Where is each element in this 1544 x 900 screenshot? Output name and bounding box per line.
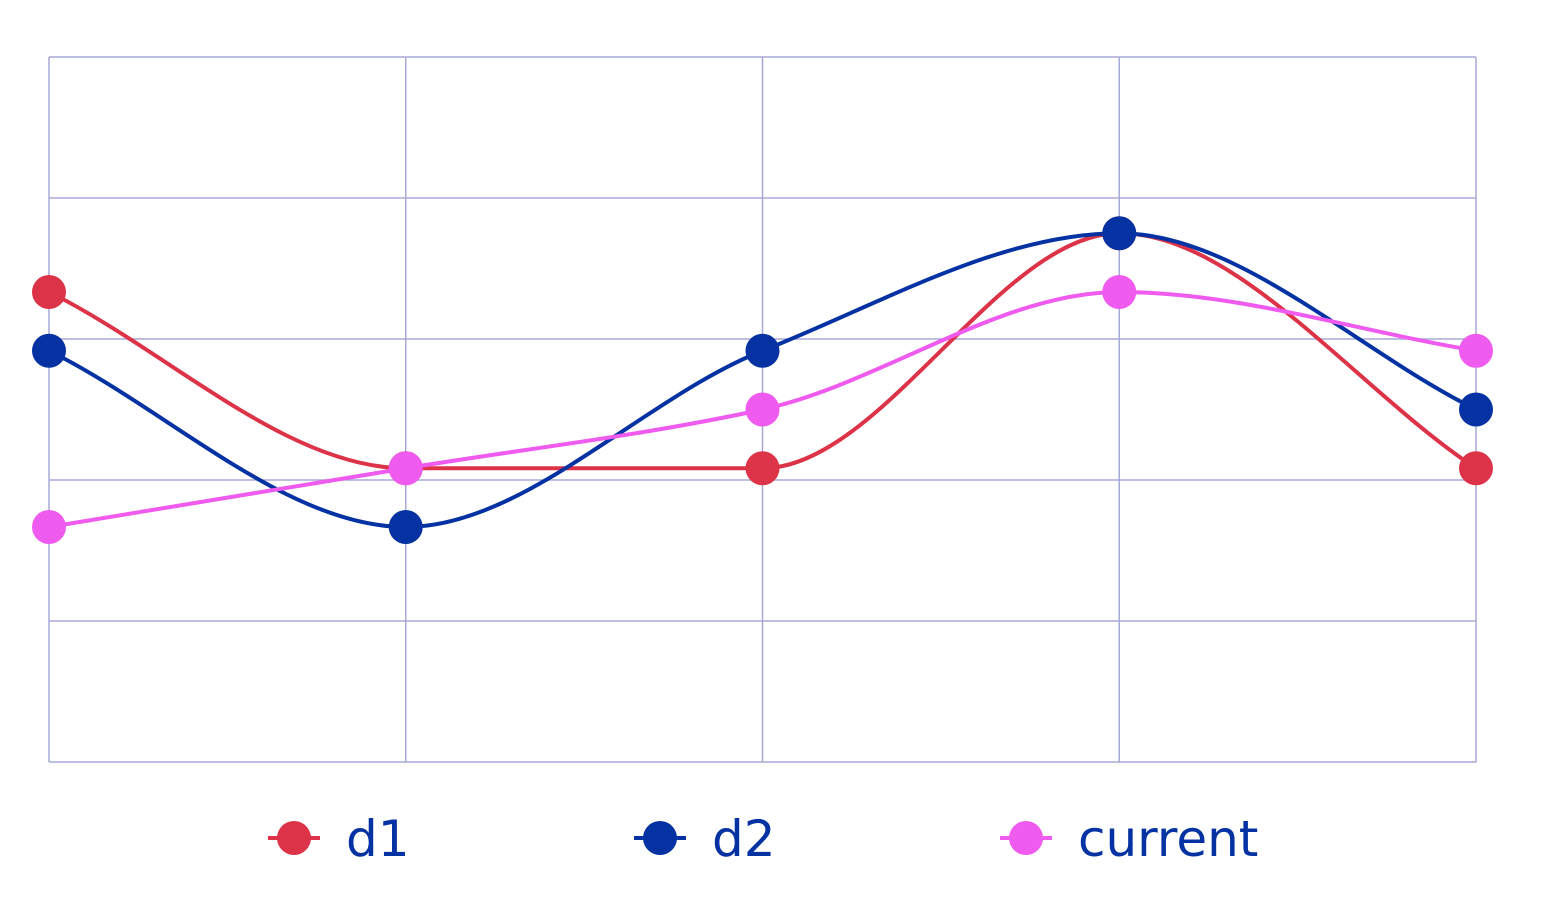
legend-marker — [1009, 821, 1043, 855]
data-point-d1 — [32, 275, 66, 309]
legend-marker — [277, 821, 311, 855]
legend-label: d1 — [346, 810, 410, 868]
data-point-d2 — [745, 333, 780, 368]
data-point-current — [1459, 333, 1493, 368]
data-point-d1 — [745, 451, 780, 486]
data-point-d1 — [1459, 451, 1493, 486]
data-point-d2 — [32, 333, 66, 368]
legend-item-d2: d2 — [634, 810, 776, 868]
legend-marker — [643, 821, 677, 855]
data-points — [32, 216, 1493, 544]
legend-label: current — [1078, 810, 1258, 868]
legend-label: d2 — [712, 810, 776, 868]
data-point-d2 — [1102, 216, 1137, 251]
data-point-current — [32, 510, 66, 544]
series-line-d1 — [47, 231, 1478, 471]
data-point-d2 — [388, 510, 423, 544]
legend: d1 d2 current — [268, 810, 1258, 868]
legend-item-d1: d1 — [268, 810, 410, 868]
data-point-d2 — [1459, 392, 1493, 427]
data-point-current — [388, 451, 423, 486]
data-point-current — [745, 392, 780, 427]
grid — [48, 56, 1477, 763]
legend-item-current: current — [1000, 810, 1258, 868]
data-point-current — [1102, 275, 1137, 309]
